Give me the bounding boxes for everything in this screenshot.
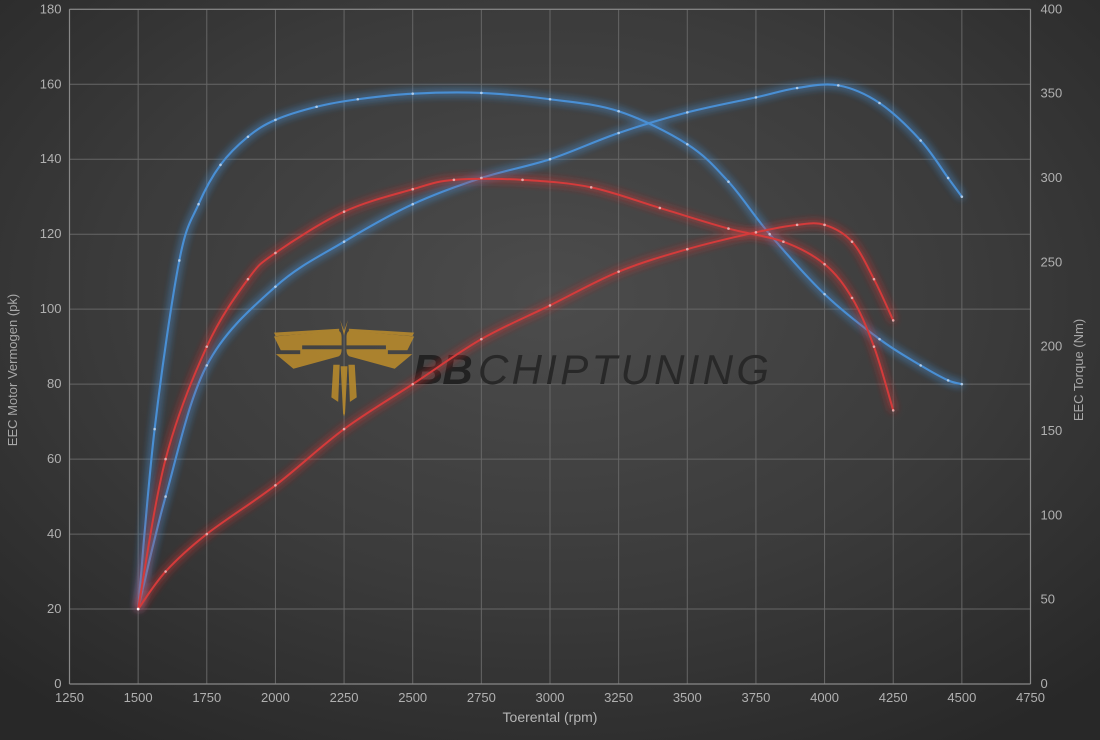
svg-text:140: 140 <box>40 151 62 166</box>
svg-text:350: 350 <box>1041 86 1063 101</box>
svg-text:250: 250 <box>1041 254 1063 269</box>
svg-text:2250: 2250 <box>330 690 359 705</box>
svg-text:120: 120 <box>40 226 62 241</box>
svg-text:1500: 1500 <box>124 690 153 705</box>
svg-text:4000: 4000 <box>810 690 839 705</box>
svg-text:400: 400 <box>1041 1 1063 16</box>
svg-text:2750: 2750 <box>467 690 496 705</box>
svg-text:100: 100 <box>1041 507 1063 522</box>
svg-text:180: 180 <box>40 1 62 16</box>
svg-text:0: 0 <box>1041 676 1048 691</box>
svg-text:1250: 1250 <box>55 690 84 705</box>
svg-text:4250: 4250 <box>879 690 908 705</box>
svg-text:150: 150 <box>1041 423 1063 438</box>
svg-text:2000: 2000 <box>261 690 290 705</box>
svg-text:100: 100 <box>40 301 62 316</box>
svg-text:40: 40 <box>47 526 61 541</box>
svg-text:3000: 3000 <box>536 690 565 705</box>
svg-text:BB: BB <box>413 346 472 393</box>
svg-text:1750: 1750 <box>192 690 221 705</box>
svg-text:300: 300 <box>1041 170 1063 185</box>
svg-text:50: 50 <box>1041 592 1055 607</box>
svg-text:80: 80 <box>47 376 61 391</box>
svg-text:0: 0 <box>54 676 61 691</box>
svg-text:3500: 3500 <box>673 690 702 705</box>
svg-text:60: 60 <box>47 451 61 466</box>
svg-text:3750: 3750 <box>741 690 770 705</box>
svg-text:2500: 2500 <box>398 690 427 705</box>
svg-text:4500: 4500 <box>947 690 976 705</box>
svg-text:20: 20 <box>47 601 61 616</box>
svg-text:Toerental (rpm): Toerental (rpm) <box>503 709 598 725</box>
svg-text:3250: 3250 <box>604 690 633 705</box>
svg-text:EEC Torque (Nm): EEC Torque (Nm) <box>1071 319 1086 421</box>
svg-text:CHIPTUNING: CHIPTUNING <box>478 346 772 393</box>
svg-text:160: 160 <box>40 76 62 91</box>
svg-text:EEC Motor Vermogen (pk): EEC Motor Vermogen (pk) <box>5 294 20 446</box>
svg-text:200: 200 <box>1041 339 1063 354</box>
svg-text:4750: 4750 <box>1016 690 1045 705</box>
